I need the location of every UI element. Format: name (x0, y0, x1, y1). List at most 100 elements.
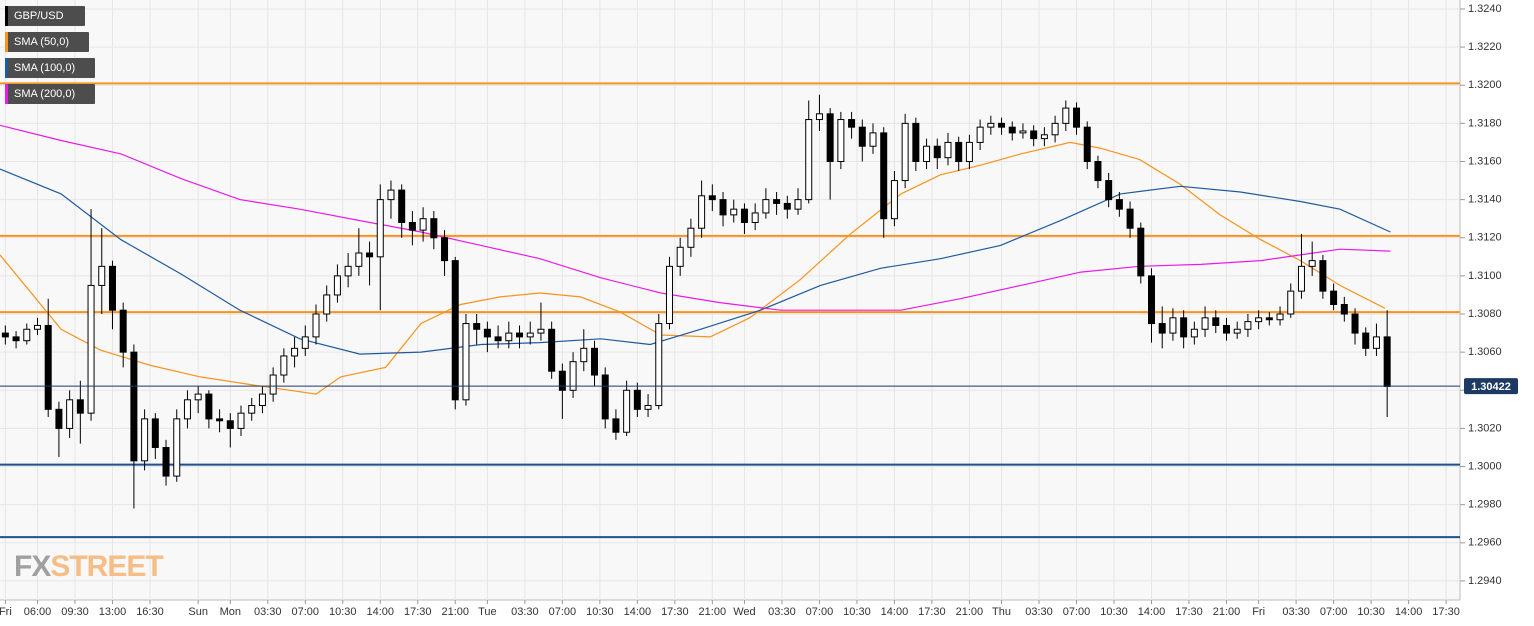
candle-body (1094, 160, 1102, 182)
legend-box (5, 6, 85, 26)
candle-body (173, 418, 181, 477)
candle-body (462, 323, 470, 401)
legend-label: SMA (100,0) (14, 62, 75, 74)
candle-body (548, 328, 556, 372)
y-tick-label: 1.2980 (1468, 499, 1502, 511)
candle-body (1372, 336, 1380, 349)
candle-body (1297, 265, 1305, 292)
x-tick-label: 06:00 (24, 606, 52, 618)
candle-body (162, 446, 170, 477)
watermark-fx: FX (14, 550, 51, 583)
candle-body (355, 252, 363, 267)
candle-body (1105, 180, 1113, 201)
candle-body (1351, 313, 1359, 334)
candle-body (1115, 199, 1123, 210)
candle-body (912, 122, 920, 162)
candle-body (569, 361, 577, 391)
candle-body (858, 126, 866, 147)
x-tick-label: 17:30 (404, 606, 432, 618)
x-tick-label: 21:00 (699, 606, 727, 618)
x-tick-label: Fri (0, 606, 12, 618)
x-tick-label: 07:00 (1063, 606, 1091, 618)
x-tick-label: 14:00 (881, 606, 909, 618)
candle-body (537, 328, 545, 334)
x-tick-label: 13:00 (99, 606, 127, 618)
candle-body (1019, 130, 1027, 134)
candle-body (719, 199, 727, 216)
legend-label: SMA (200,0) (14, 88, 75, 100)
candle-body (1276, 313, 1284, 321)
x-tick-label: 10:30 (843, 606, 871, 618)
candle-body (976, 126, 984, 143)
candle-body (848, 119, 856, 128)
candle-body (516, 332, 524, 338)
candle-body (590, 347, 598, 376)
candle-body (66, 399, 74, 429)
candle-body (1255, 317, 1263, 323)
candle-body (23, 328, 31, 342)
candle-body (655, 323, 663, 407)
candle-body (323, 294, 331, 315)
x-tick-label: 10:30 (1357, 606, 1385, 618)
y-tick-label: 1.3200 (1468, 79, 1502, 91)
legend-box (5, 32, 89, 52)
candle-body (944, 141, 952, 159)
candle-body (558, 370, 566, 391)
candle-body (890, 180, 898, 220)
candle-body (130, 351, 138, 462)
legend-label: GBP/USD (14, 10, 64, 22)
candle-body (698, 195, 706, 229)
y-tick-label: 1.2960 (1468, 537, 1502, 549)
y-tick-label: 1.3220 (1468, 41, 1502, 53)
candle-body (880, 132, 888, 220)
y-tick-label: 1.3180 (1468, 117, 1502, 129)
legend-swatch (5, 6, 8, 26)
candle-body (1212, 317, 1220, 326)
x-tick-label: 09:30 (61, 606, 89, 618)
price-tag (1464, 378, 1518, 395)
candle-body (108, 265, 116, 311)
candle-body (76, 399, 84, 414)
candle-body (837, 119, 845, 162)
candle-body (665, 265, 673, 325)
candle-body (1137, 227, 1145, 277)
x-tick-label: 21:00 (1213, 606, 1241, 618)
candle-body (1062, 107, 1070, 124)
candle-body (216, 418, 224, 422)
candle-body (1244, 321, 1252, 330)
legend-box (5, 58, 95, 78)
candle-body (1362, 332, 1370, 349)
candle-body (751, 212, 759, 223)
candle-body (1330, 290, 1338, 305)
candle-body (44, 324, 52, 410)
candle-body (205, 393, 213, 420)
candle-body (955, 141, 963, 162)
candle-body (1040, 134, 1048, 140)
candle-body (483, 328, 491, 338)
candle-body (333, 275, 341, 296)
candle-body (398, 189, 406, 223)
candle-body (441, 237, 449, 262)
x-tick-label: 17:30 (661, 606, 689, 618)
candle-body (633, 389, 641, 410)
legend-swatch (5, 32, 8, 52)
x-tick-label: 03:30 (1025, 606, 1053, 618)
candle-body (312, 313, 320, 338)
candle-body (1073, 107, 1081, 128)
candle-body (676, 246, 684, 267)
plot-background (0, 0, 1460, 600)
candle-body (1319, 260, 1327, 292)
legend-swatch (5, 58, 8, 78)
candle-body (1051, 122, 1059, 136)
x-tick-label: 21:00 (956, 606, 984, 618)
candle-body (1158, 323, 1166, 334)
candle-body (376, 199, 384, 258)
candle-body (344, 265, 352, 277)
candle-body (141, 418, 149, 462)
candle-body (55, 408, 63, 429)
candle-body (1383, 336, 1391, 387)
x-tick-label: Tue (478, 606, 497, 618)
candle-body (762, 199, 770, 214)
candle-body (473, 323, 481, 330)
